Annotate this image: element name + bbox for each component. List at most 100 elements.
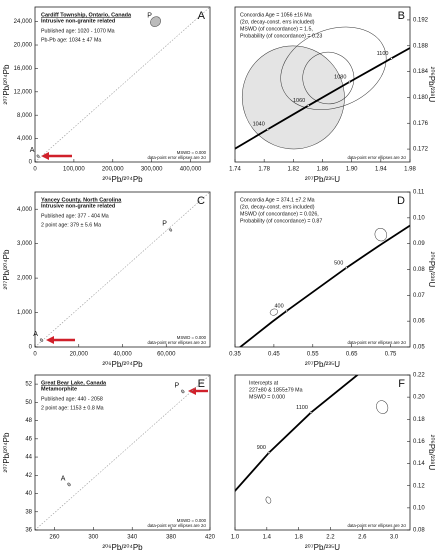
- note: 227±80 & 1855±79 Ma: [249, 387, 303, 393]
- age-mark: [266, 128, 270, 131]
- x-tick-label: 20,000: [70, 352, 89, 358]
- age-label: 400: [274, 303, 283, 309]
- note: Published age: 440 - 2058: [41, 396, 103, 402]
- plot-area: [35, 192, 210, 347]
- x-axis-title: ²⁰⁷Pb/²³⁵U: [305, 360, 340, 369]
- x-axis-title: ²⁰⁷Pb/²³⁵U: [305, 175, 340, 184]
- age-label: 900: [257, 445, 266, 451]
- y-tick-label: 0.06: [413, 319, 425, 325]
- age-mark: [267, 451, 271, 454]
- y-tick-label: 2,000: [17, 276, 33, 282]
- x-axis-title: ²⁰⁷Pb/²³⁵U: [305, 543, 340, 550]
- note: MSWD = 0.000: [249, 394, 285, 400]
- y-tick-label: 4,000: [17, 207, 33, 213]
- panel: 0 100,000 200,000 300,000 400,000 0 4,000 8,000…: [2, 6, 211, 184]
- x-tick-label: 60,000: [157, 352, 176, 358]
- plot-area: [35, 375, 210, 530]
- error-ellipse: [265, 496, 272, 504]
- note: Published age: 1020 - 1070 Ma: [41, 28, 115, 34]
- x-tick-label: 2.6: [358, 535, 367, 541]
- x-tick-label: 0: [33, 167, 37, 173]
- age-mark: [285, 309, 288, 313]
- age-mark: [390, 57, 393, 60]
- plot-area: [235, 375, 389, 504]
- panel-letter: F: [398, 378, 405, 390]
- panel-letter: A: [198, 10, 206, 22]
- y-tick-label: 0: [29, 160, 33, 166]
- error-ellipse: [374, 228, 388, 242]
- plot-frame: [34, 374, 211, 531]
- x-tick-label: 0.45: [268, 352, 280, 358]
- panel-title: Great Bear Lake, Canada: [41, 380, 107, 386]
- x-tick-label: 2.2: [326, 535, 335, 541]
- x-tick-label: 0.55: [307, 352, 319, 358]
- concordia-curve: [238, 224, 410, 347]
- y-tick-label: 0.184: [413, 69, 429, 75]
- note: (2σ, decay-const. errs included): [240, 204, 315, 210]
- age-mark: [345, 266, 348, 270]
- x-tick-label: 260: [49, 535, 60, 541]
- y-tick-label: 1,000: [17, 310, 33, 316]
- y-tick-label: 0.22: [413, 373, 425, 379]
- data-point: [169, 228, 173, 232]
- note: Probability (of concordance) = 0.23: [240, 33, 322, 39]
- x-tick-label: 1.0: [231, 535, 240, 541]
- data-point: [150, 16, 161, 27]
- y-tick-label: 4,000: [17, 136, 33, 142]
- panel-letter: B: [398, 10, 405, 22]
- x-tick-label: 1.4: [263, 535, 272, 541]
- note: Published age: 377 - 404 Ma: [41, 213, 109, 219]
- data-point: [181, 389, 185, 394]
- age-mark: [306, 104, 310, 107]
- y-axis-title: ²⁰⁶Pb/²³⁸U: [427, 67, 436, 103]
- plot-frame: [34, 191, 211, 348]
- x-axis-title: ²⁰⁶Pb/²⁰⁴Pb: [102, 360, 143, 369]
- y-tick-label: 0.08: [413, 267, 425, 273]
- note: Pb-Pb age: 1034 ± 47 Ma: [41, 37, 101, 43]
- footnote: data-point error ellipses are 2σ: [347, 155, 406, 160]
- x-tick-label: 200,000: [102, 167, 124, 173]
- error-ellipse: [269, 308, 278, 316]
- y-tick-label: 0.16: [413, 439, 425, 445]
- y-tick-label: 44: [25, 455, 32, 461]
- plot-area: [35, 7, 210, 162]
- y-tick-label: 0.18: [413, 417, 425, 423]
- plot-frame: [234, 6, 411, 163]
- data-point: [36, 154, 40, 158]
- panel-subtitle: Intrusive non-granite related: [41, 203, 115, 209]
- footnote: data-point error ellipses are 2σ: [347, 340, 406, 345]
- y-tick-label: 46: [25, 436, 32, 442]
- y-tick-label: 0.12: [413, 483, 425, 489]
- footnote: data-point error ellipses are 2σ: [147, 523, 206, 528]
- arrow-head: [188, 387, 196, 395]
- y-tick-label: 0.07: [413, 293, 425, 299]
- y-tick-label: 0.180: [413, 95, 429, 101]
- age-mark: [348, 80, 351, 84]
- y-tick-label: 38: [25, 509, 32, 515]
- x-tick-label: 1.8: [294, 535, 303, 541]
- panel-title: Yancey County, North Carolina: [41, 197, 122, 203]
- panel-title: Cardiff Township, Ontario, Canada: [41, 12, 132, 18]
- error-ellipse: [376, 400, 389, 414]
- point-label: A: [61, 475, 66, 482]
- y-tick-label: 50: [25, 400, 32, 406]
- age-label: 1080: [334, 74, 346, 80]
- concordia-curve: [235, 375, 359, 493]
- y-tick-label: 42: [25, 473, 32, 479]
- y-tick-label: 52: [25, 382, 32, 388]
- x-axis-title: ²⁰⁶Pb/²⁰⁴Pb: [102, 175, 143, 184]
- x-tick-label: 1.86: [317, 167, 329, 173]
- y-tick-label: 0.14: [413, 461, 425, 467]
- panel: 260 300 340 380 420 36 38 40 42 44 46 48 50 52 ²⁰⁶Pb/²…: [2, 374, 216, 550]
- x-tick-label: 400,000: [180, 167, 202, 173]
- panel-subtitle: Metamorphite: [41, 386, 77, 392]
- note: Intercepts at: [249, 380, 279, 386]
- plot-frame: [34, 6, 211, 163]
- note: 2 point age: 379 ± 5.6 Ma: [41, 222, 101, 228]
- x-tick-label: 1.94: [375, 167, 387, 173]
- x-tick-label: 0: [33, 352, 37, 358]
- footnote: data-point error ellipses are 2σ: [147, 340, 206, 345]
- x-tick-label: 1.98: [404, 167, 416, 173]
